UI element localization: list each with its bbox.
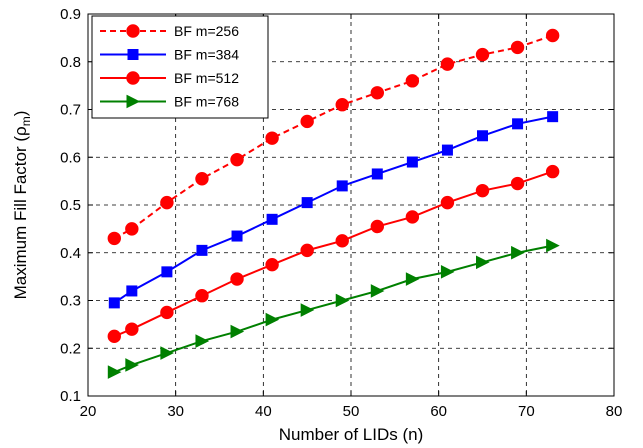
data-point [196,290,208,302]
data-point [546,29,558,41]
data-point [407,157,417,167]
data-point [511,41,523,53]
data-point [336,99,348,111]
y-tick-label: 0.1 [60,388,81,405]
y-tick-label: 0.3 [60,293,81,310]
data-point [371,87,383,99]
y-tick-label: 0.6 [60,149,81,166]
data-point [476,184,488,196]
data-point [197,245,207,255]
legend-label: BF m=384 [174,47,239,63]
data-point [478,131,488,141]
y-axis-label-close: ) [11,111,30,117]
data-point [109,298,119,308]
data-point [161,196,173,208]
data-point [406,75,418,87]
legend: BF m=256 BF m=384 BF m=512 BF m=768 [92,16,268,118]
data-point [301,115,313,127]
data-point [126,223,138,235]
data-point [513,119,523,129]
data-point [162,267,172,277]
data-point [108,232,120,244]
data-point [127,286,137,296]
data-point [126,323,138,335]
legend-marker [127,72,139,84]
data-point [371,220,383,232]
x-axis-label: Number of LIDs (n) [279,425,424,444]
data-point [231,153,243,165]
y-tick-label: 0.4 [60,245,81,262]
data-point [267,214,277,224]
data-point [231,273,243,285]
data-point [161,306,173,318]
x-tick-label: 30 [167,403,184,420]
y-tick-label: 0.7 [60,102,81,119]
x-tick-label: 20 [80,403,97,420]
data-point [476,48,488,60]
y-tick-label: 0.5 [60,197,81,214]
y-tick-label: 0.9 [60,6,81,23]
legend-label: BF m=256 [174,23,239,39]
data-point [336,235,348,247]
data-point [546,165,558,177]
y-tick-label: 0.8 [60,54,81,71]
data-point [337,181,347,191]
legend-marker [127,25,139,37]
data-point [232,231,242,241]
data-point [406,211,418,223]
x-tick-label: 80 [606,403,623,420]
legend-marker [128,50,138,60]
x-tick-label: 50 [343,403,360,420]
x-tick-label: 70 [518,403,535,420]
legend-label: BF m=768 [174,94,239,110]
data-point [196,173,208,185]
y-axis-label: Maximum Fill Factor (ρm) [11,111,33,300]
data-point [511,177,523,189]
y-axis-label-main: Maximum Fill Factor (ρ [11,126,30,299]
data-point [266,132,278,144]
legend-label: BF m=512 [174,70,239,86]
x-tick-label: 40 [255,403,272,420]
data-point [442,145,452,155]
y-axis-label-subscript: m [19,116,33,126]
data-point [372,169,382,179]
data-point [108,330,120,342]
data-point [301,244,313,256]
data-point [548,112,558,122]
x-tick-label: 60 [430,403,447,420]
y-tick-label: 0.2 [60,340,81,357]
data-point [266,258,278,270]
data-point [441,196,453,208]
data-point [302,198,312,208]
data-point [441,58,453,70]
